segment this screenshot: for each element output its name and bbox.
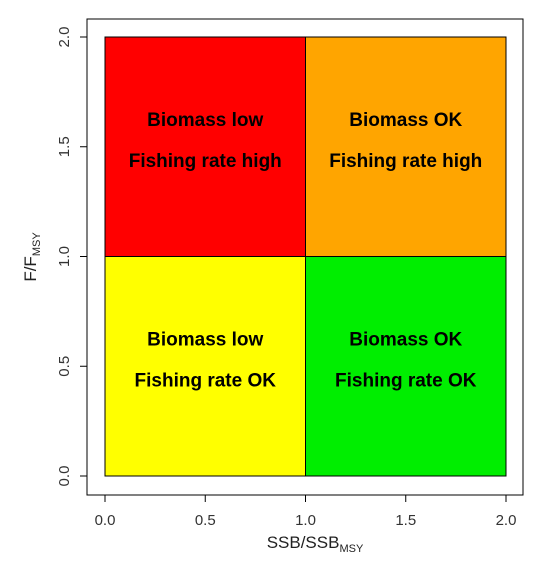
x-axis-label-main: SSB/SSB [267, 533, 340, 552]
y-tick-label-1: 0.5 [56, 356, 73, 377]
y-axis-label-subscript: MSY [31, 232, 43, 257]
x-tick-label-1: 0.5 [195, 512, 216, 529]
x-tick-label-0: 0.0 [95, 512, 116, 529]
quadrant-0-line1: Biomass low [147, 110, 263, 131]
y-axis: 0.0 0.5 1.0 1.5 2.0 [56, 27, 88, 487]
quadrant-2-line1: Biomass low [147, 329, 263, 350]
x-tick-label-4: 2.0 [496, 512, 517, 529]
quadrant-1-line2: Fishing rate high [329, 151, 482, 172]
quadrant-1 [305, 36, 507, 257]
quadrant-0-line2: Fishing rate high [129, 151, 282, 172]
y-tick-label-2: 1.0 [56, 246, 73, 267]
quadrant-2 [104, 256, 306, 477]
quadrant-1-line1: Biomass OK [349, 110, 462, 131]
quadrant-3-line2: Fishing rate OK [335, 370, 477, 391]
x-axis-label: SSB/SSBMSY [267, 533, 364, 555]
x-axis-label-subscript: MSY [339, 543, 364, 555]
quadrant-3-line1: Biomass OK [349, 329, 462, 350]
y-axis-label-main: F/F [21, 256, 40, 282]
quadrant-2-line2: Fishing rate OK [135, 370, 277, 391]
y-axis-label: F/FMSY [21, 232, 43, 282]
x-tick-label-3: 1.5 [395, 512, 416, 529]
x-axis: 0.0 0.5 1.0 1.5 2.0 [95, 494, 517, 529]
y-tick-label-0: 0.0 [56, 466, 73, 487]
quadrant-group: Biomass low Fishing rate high Biomass OK Fi… [104, 36, 507, 477]
y-tick-label-4: 2.0 [56, 27, 73, 48]
y-tick-label-3: 1.5 [56, 136, 73, 157]
x-tick-label-2: 1.0 [295, 512, 316, 529]
quadrant-3 [305, 256, 507, 477]
quadrant-0 [104, 36, 306, 257]
